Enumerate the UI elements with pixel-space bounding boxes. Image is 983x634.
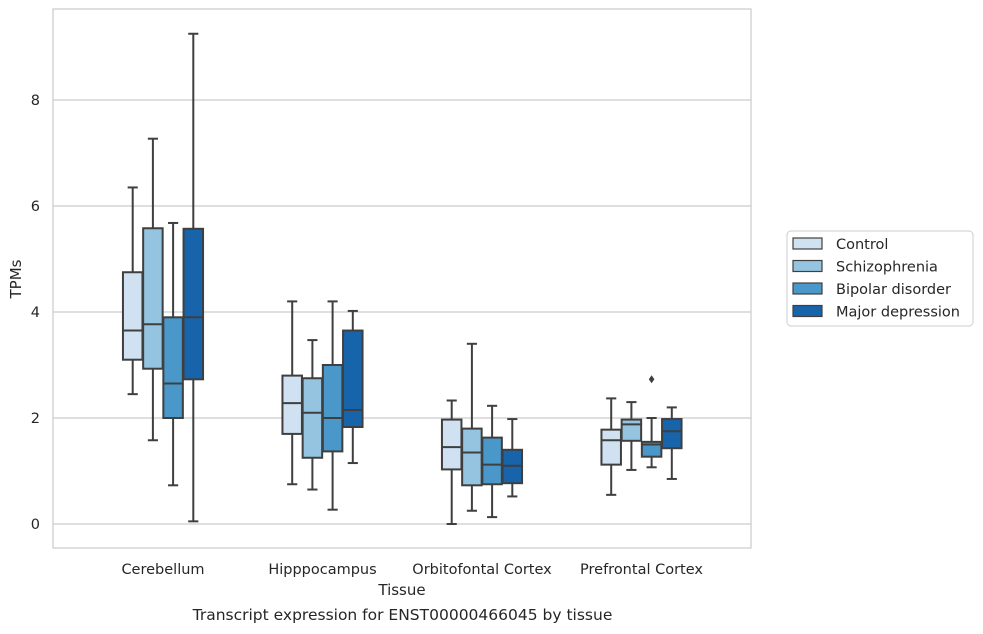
- box-bipolar-disorder: [640, 375, 663, 469]
- box-iqr: [481, 436, 503, 486]
- plot-area-frame: [52, 8, 752, 549]
- boxes: [121, 32, 683, 525]
- box-schizophrenia: [142, 137, 164, 442]
- box-iqr: [281, 374, 303, 435]
- box-control: [121, 186, 144, 396]
- outlier-point: [648, 375, 655, 384]
- box-schizophrenia: [301, 339, 324, 491]
- box-iqr: [301, 377, 324, 459]
- box-iqr: [162, 316, 184, 419]
- box-bipolar-disorder: [162, 221, 184, 487]
- legend-label: Bipolar disorder: [836, 282, 951, 298]
- legend: Control Schizophrenia Bipolar disorder Majo…: [786, 230, 974, 327]
- box-iqr: [461, 427, 483, 487]
- box-iqr: [142, 227, 164, 370]
- x-axis-title: Tissue: [377, 581, 425, 599]
- legend-label: Major depression: [836, 305, 960, 321]
- legend-swatch: [792, 304, 823, 318]
- box-major-depression: [182, 32, 205, 523]
- box-iqr: [661, 418, 683, 450]
- box-iqr: [640, 440, 663, 458]
- y-tick-label: 8: [31, 93, 40, 109]
- y-tick-label: 0: [31, 517, 40, 533]
- tick-labels: 0 2 4 6 8 Cerebellum Hipppocampus Orbitofontal …: [31, 93, 704, 578]
- figure-caption: Transcript expression for ENST0000046604…: [192, 606, 613, 624]
- y-tick-label: 6: [31, 199, 40, 215]
- box-control: [600, 397, 622, 496]
- box-iqr: [321, 364, 344, 453]
- box-iqr: [342, 329, 364, 429]
- box-bipolar-disorder: [481, 404, 503, 519]
- y-tick-label: 2: [31, 411, 40, 427]
- legend-frame: [786, 230, 974, 327]
- box-control: [281, 300, 303, 486]
- x-tick-label: Orbitofontal Cortex: [412, 562, 552, 578]
- legend-swatch: [792, 237, 823, 250]
- box-schizophrenia: [461, 342, 483, 512]
- legend-swatch: [792, 259, 823, 273]
- y-axis-title: TPMs: [7, 259, 25, 299]
- box-iqr: [182, 227, 205, 381]
- box-iqr: [620, 418, 643, 442]
- box-iqr: [121, 271, 144, 361]
- box-major-depression: [661, 406, 683, 480]
- box-schizophrenia: [620, 401, 643, 471]
- legend-swatch: [792, 282, 823, 295]
- box-major-depression: [342, 309, 364, 465]
- box-control: [440, 399, 463, 525]
- legend-label: Control: [836, 237, 888, 253]
- box-major-depression: [501, 418, 524, 498]
- box-bipolar-disorder: [321, 300, 344, 511]
- x-tick-label: Hipppocampus: [268, 562, 376, 578]
- x-tick-label: Prefrontal Cortex: [580, 562, 703, 578]
- box-iqr: [440, 418, 463, 471]
- y-tick-label: 4: [31, 305, 40, 321]
- legend-label: Schizophrenia: [836, 260, 938, 276]
- x-tick-label: Cerebellum: [121, 562, 204, 578]
- box-iqr: [600, 428, 622, 466]
